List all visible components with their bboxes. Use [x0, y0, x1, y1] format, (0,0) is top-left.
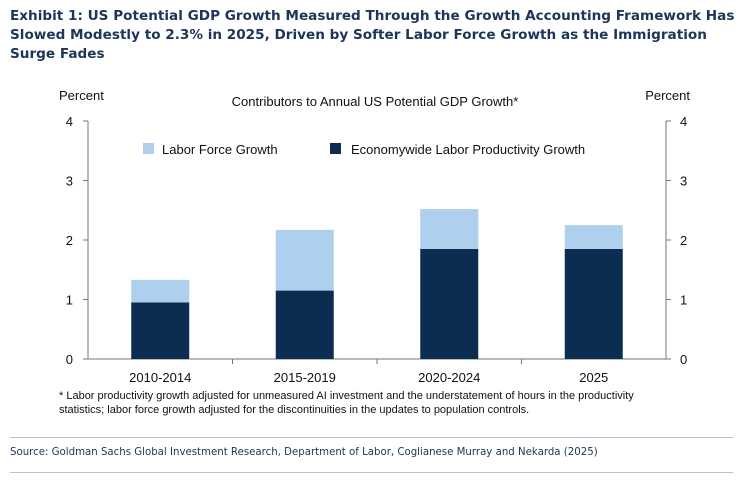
chart-bars [131, 209, 623, 359]
y-tick-label-left: 4 [66, 114, 73, 129]
y-tick-label-right: 3 [680, 174, 687, 189]
chart-legend: Labor Force Growth Economywide Labor Prod… [143, 142, 585, 157]
bar-economywide-labor-productivity-growth [420, 248, 479, 359]
y-axis-right-label: Percent [645, 88, 690, 103]
bar-labor-force-growth [275, 229, 334, 291]
y-tick-label-right: 2 [680, 233, 687, 248]
x-tick-label: 2015-2019 [274, 370, 336, 385]
x-tick-label: 2025 [579, 370, 608, 385]
y-axis-left-label: Percent [59, 88, 104, 103]
chart-title: Contributors to Annual US Potential GDP … [232, 94, 519, 109]
bar-economywide-labor-productivity-growth [131, 302, 190, 359]
x-tick-label: 2010-2014 [129, 370, 191, 385]
chart-svg: Contributors to Annual US Potential GDP … [59, 88, 690, 385]
x-tick-label: 2020-2024 [418, 370, 480, 385]
bar-labor-force-growth [564, 225, 623, 249]
bar-labor-force-growth [420, 209, 479, 249]
y-tick-label-right: 4 [680, 114, 687, 129]
legend-label: Labor Force Growth [162, 142, 278, 157]
y-tick-label-left: 3 [66, 174, 73, 189]
legend-swatch [143, 143, 154, 154]
y-tick-label-right: 1 [680, 293, 687, 308]
divider-bottom [10, 472, 733, 473]
y-tick-label-right: 0 [680, 352, 687, 367]
divider-top [10, 437, 733, 438]
exhibit-title: Exhibit 1: US Potential GDP Growth Measu… [10, 8, 735, 62]
y-tick-label-left: 0 [66, 352, 73, 367]
y-tick-label-left: 2 [66, 233, 73, 248]
chart-footnote: * Labor productivity growth adjusted for… [59, 390, 634, 416]
chart-axes: 0 0 1 1 2 2 3 3 4 4 2010-2014 2015-2019 2020-2024 202… [66, 114, 687, 385]
bar-labor-force-growth [131, 279, 190, 303]
source-note: Source: Goldman Sachs Global Investment … [10, 447, 598, 458]
legend-swatch [330, 143, 341, 154]
y-tick-label-left: 1 [66, 293, 73, 308]
legend-label: Economywide Labor Productivity Growth [351, 142, 585, 157]
bar-economywide-labor-productivity-growth [275, 290, 334, 359]
bar-economywide-labor-productivity-growth [564, 248, 623, 359]
